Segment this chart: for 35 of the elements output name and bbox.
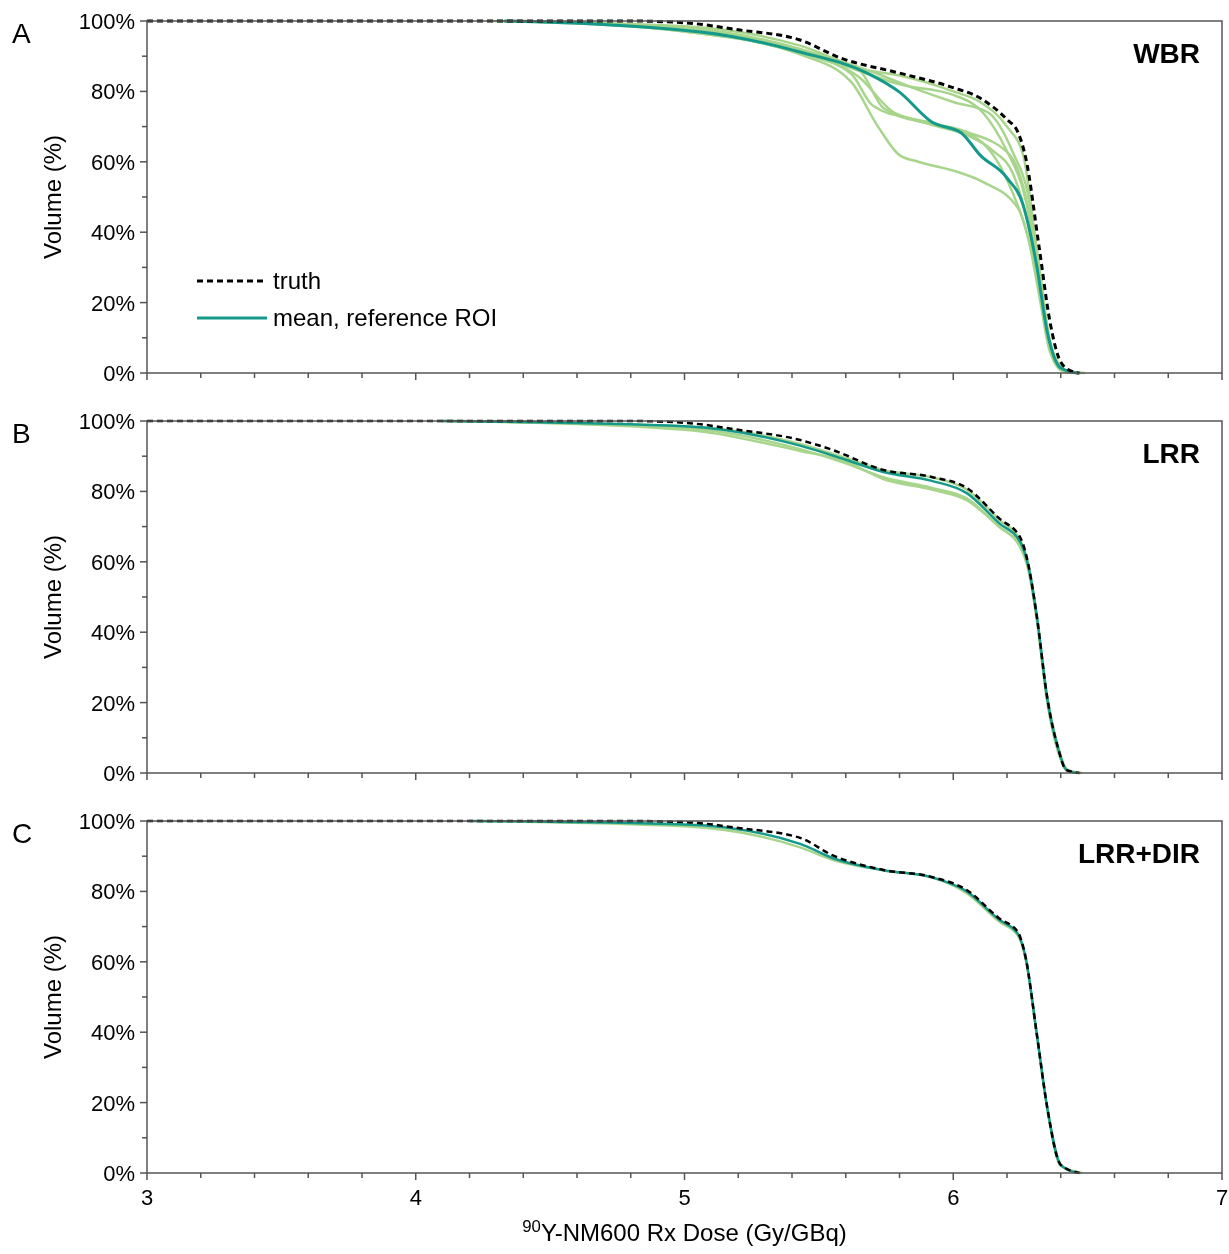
y-tick-label: 40% — [90, 620, 135, 646]
y-axis-title: Volume (%) — [39, 134, 66, 260]
legend-label: truth — [273, 267, 322, 294]
text: LRR — [1142, 438, 1200, 469]
text: LRR+DIR — [1077, 838, 1200, 869]
x-tick-label: 3 — [140, 1185, 154, 1210]
y-axis-title: Volume (%) — [39, 534, 66, 660]
x-tick-label: 4 — [409, 1185, 422, 1210]
y-axis-title: Volume (%) — [39, 934, 66, 1060]
y-tick-label: 0% — [103, 361, 135, 386]
text: A — [12, 18, 31, 49]
y-tick-label: 60% — [90, 949, 135, 975]
y-tick-label: 60% — [90, 549, 135, 575]
y-tick-label: 40% — [90, 1020, 135, 1046]
x-axis-title: $^{90}$Y-NM600 Rx Dose (Gy/GBq) — [522, 1216, 847, 1246]
y-tick-label: 20% — [90, 290, 135, 316]
y-tick-label: 60% — [90, 149, 135, 175]
y-tick-label: 0% — [103, 1161, 135, 1186]
y-tick-label: 20% — [90, 690, 135, 716]
y-tick-label: 80% — [90, 79, 135, 105]
x-tick-label: 7 — [1215, 1185, 1229, 1210]
text: C — [12, 818, 33, 849]
y-tick-label: 80% — [90, 879, 135, 905]
y-tick-label: 100% — [78, 409, 135, 434]
y-tick-label: 100% — [78, 9, 135, 34]
y-tick-label: 100% — [78, 809, 135, 834]
y-tick-label: 80% — [90, 479, 135, 505]
text: B — [12, 418, 31, 449]
x-tick-label: 6 — [947, 1185, 960, 1210]
x-tick-label: 5 — [678, 1185, 691, 1210]
y-tick-label: 0% — [103, 761, 135, 786]
y-tick-label: 20% — [90, 1090, 135, 1116]
y-tick-label: 40% — [90, 220, 135, 246]
legend-label: mean, reference ROI — [273, 304, 498, 331]
text: WBR — [1133, 38, 1200, 69]
